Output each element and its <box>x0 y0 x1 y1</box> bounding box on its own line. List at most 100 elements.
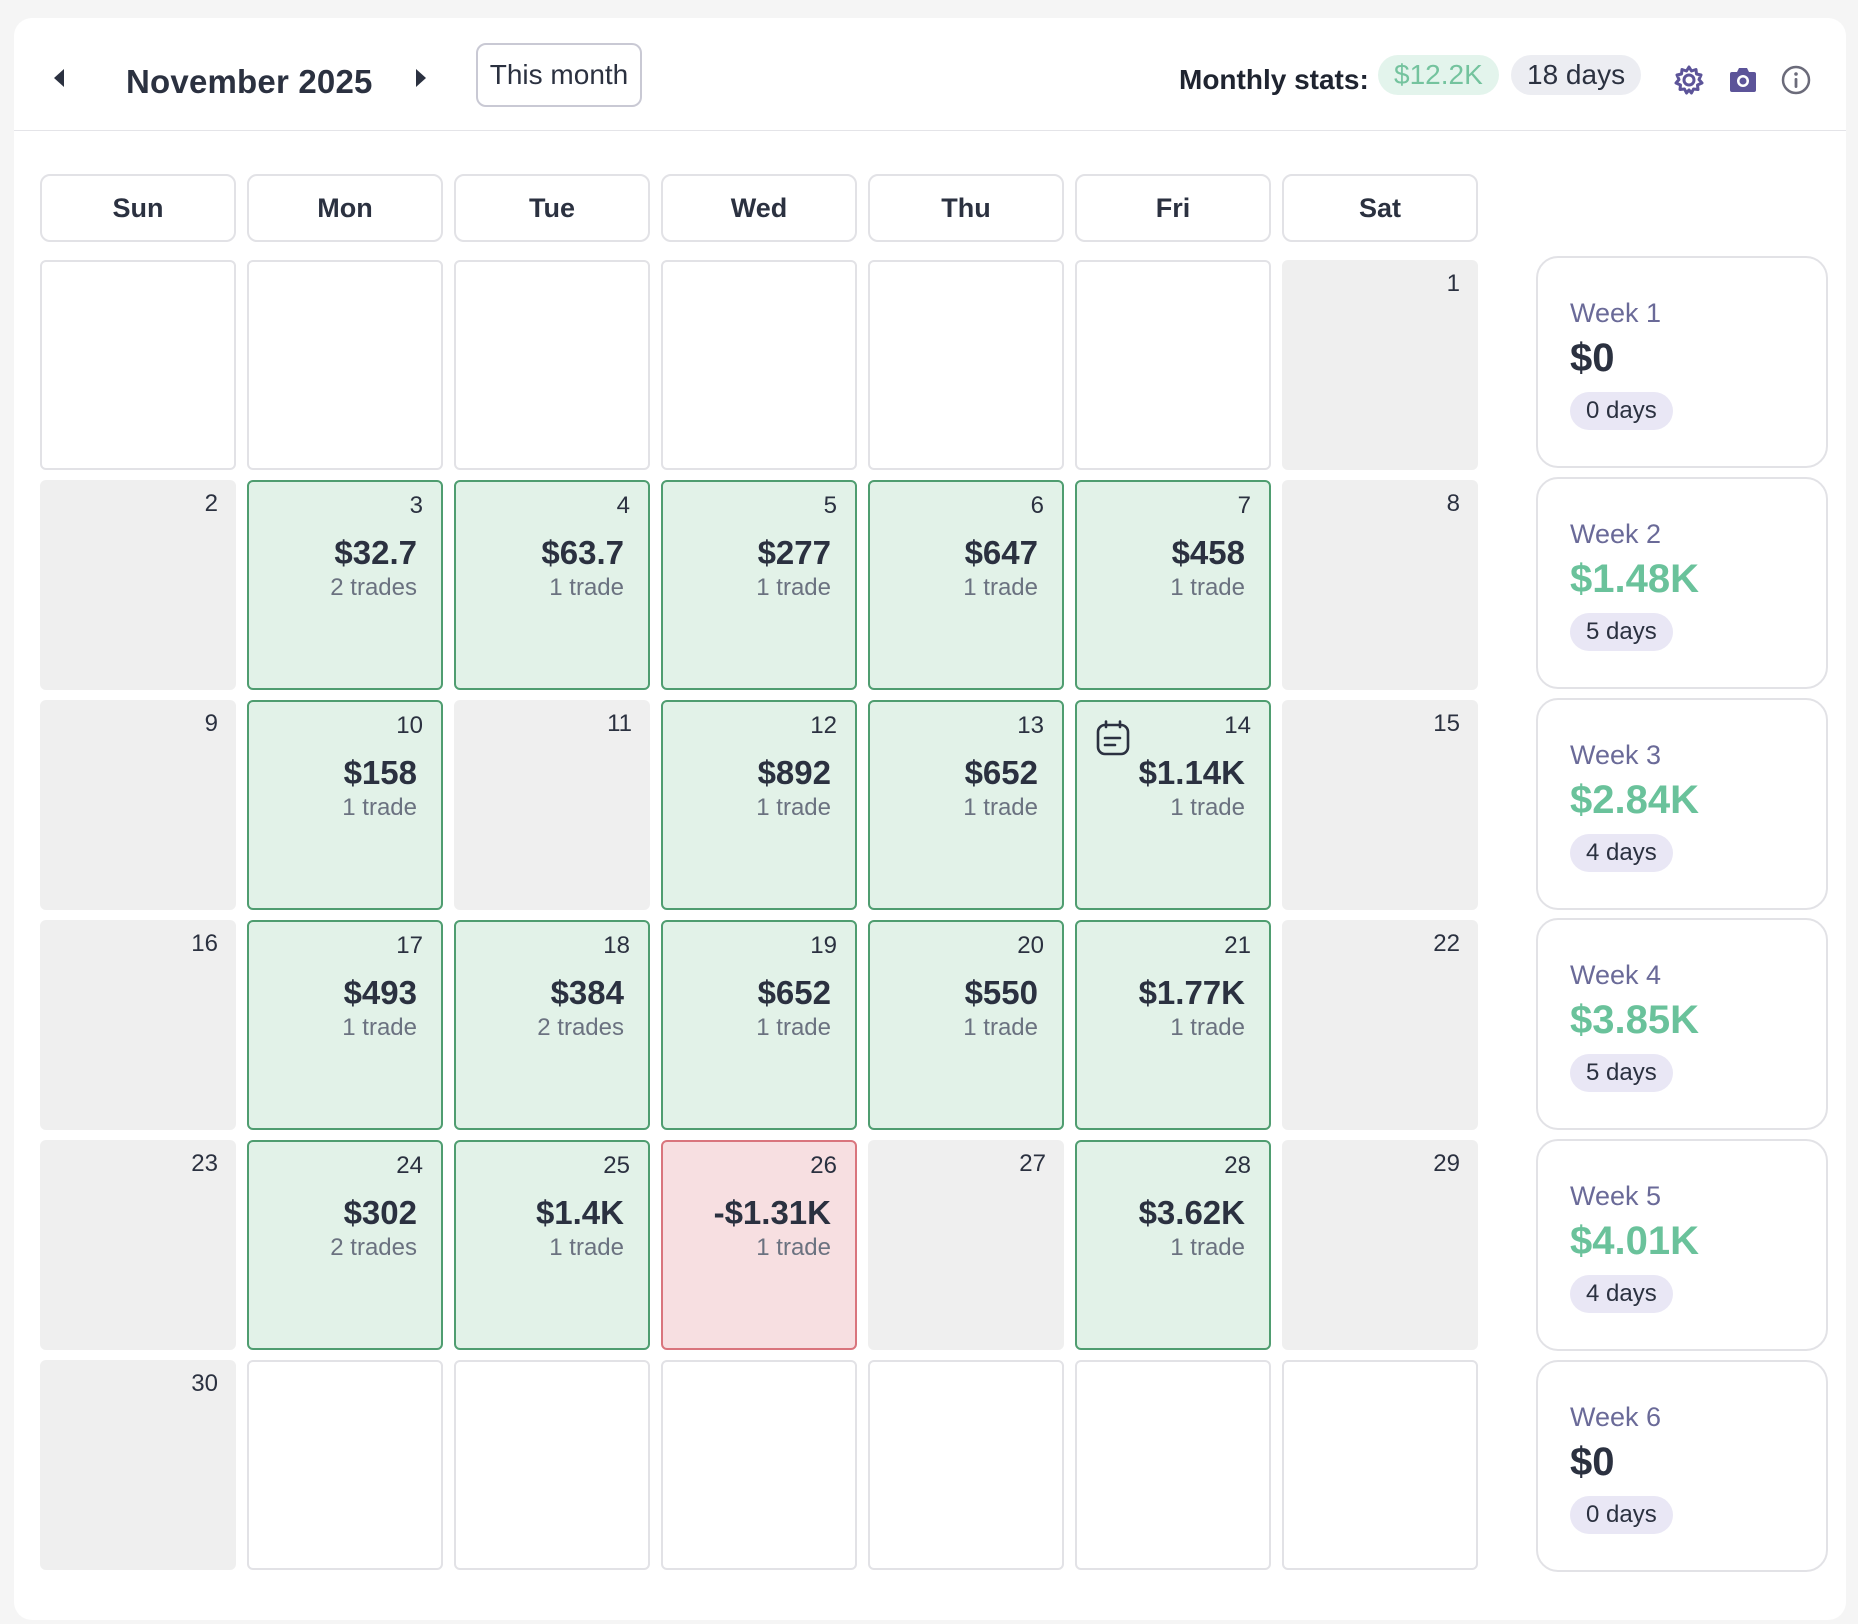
day-cell[interactable]: 28 $3.62K 1 trade <box>1075 1140 1271 1350</box>
day-trade-count: 2 trades <box>330 1234 417 1261</box>
day-cell[interactable]: 4 $63.7 1 trade <box>454 480 650 690</box>
day-cell: 22 <box>1282 920 1478 1130</box>
day-number: 18 <box>603 932 630 959</box>
monthly-days-badge: 18 days <box>1511 55 1642 95</box>
note-icon[interactable] <box>1093 718 1133 758</box>
day-number: 28 <box>1224 1152 1251 1179</box>
day-cell[interactable]: 7 $458 1 trade <box>1075 480 1271 690</box>
day-number: 23 <box>191 1150 218 1177</box>
day-number: 29 <box>1433 1150 1460 1177</box>
day-cell: 15 <box>1282 700 1478 910</box>
week-pnl: $3.85K <box>1570 998 1699 1042</box>
monthly-stats-label: Monthly stats: <box>1179 64 1369 95</box>
next-month-button[interactable] <box>402 62 438 98</box>
day-number: 26 <box>810 1152 837 1179</box>
day-cell: 30 <box>40 1360 236 1570</box>
day-number: 5 <box>823 492 837 519</box>
week-label: Week 3 <box>1570 740 1662 770</box>
day-trade-count: 1 trade <box>756 794 831 821</box>
empty-day-cell <box>1075 1360 1271 1570</box>
empty-day-cell <box>868 1360 1064 1570</box>
day-cell[interactable]: 19 $652 1 trade <box>661 920 857 1130</box>
day-cell[interactable]: 12 $892 1 trade <box>661 700 857 910</box>
empty-day-cell <box>1282 1360 1478 1570</box>
day-trade-count: 1 trade <box>1170 1014 1245 1041</box>
week-summary-card: Week 2 $1.48K 5 days <box>1536 477 1828 689</box>
day-pnl: $1.14K <box>1138 754 1245 791</box>
day-trade-count: 1 trade <box>342 1014 417 1041</box>
gear-icon[interactable] <box>1669 60 1709 100</box>
day-number: 24 <box>396 1152 423 1179</box>
day-pnl: -$1.31K <box>713 1194 831 1231</box>
week-label: Week 2 <box>1570 519 1662 549</box>
day-cell: 23 <box>40 1140 236 1350</box>
week-days-badge: 5 days <box>1570 1054 1673 1092</box>
week-summary-card: Week 1 $0 0 days <box>1536 256 1828 468</box>
day-cell[interactable]: 26 -$1.31K 1 trade <box>661 1140 857 1350</box>
monthly-pnl-badge: $12.2K <box>1378 55 1499 95</box>
day-cell[interactable]: 25 $1.4K 1 trade <box>454 1140 650 1350</box>
day-number: 27 <box>1019 1150 1046 1177</box>
this-month-button[interactable]: This month <box>476 43 642 107</box>
day-number: 1 <box>1446 270 1460 297</box>
day-number: 19 <box>810 932 837 959</box>
week-pnl: $1.48K <box>1570 557 1699 601</box>
day-number: 8 <box>1446 490 1460 517</box>
day-cell[interactable]: 13 $652 1 trade <box>868 700 1064 910</box>
day-number: 7 <box>1237 492 1251 519</box>
weekday-header: Thu <box>868 174 1064 242</box>
week-label: Week 4 <box>1570 960 1662 990</box>
day-pnl: $458 <box>1171 534 1245 571</box>
prev-month-button[interactable] <box>42 62 78 98</box>
day-cell[interactable]: 14 $1.14K 1 trade <box>1075 700 1271 910</box>
day-trade-count: 1 trade <box>1170 1234 1245 1261</box>
day-cell[interactable]: 5 $277 1 trade <box>661 480 857 690</box>
day-pnl: $158 <box>343 754 417 791</box>
day-number: 16 <box>191 930 218 957</box>
day-cell[interactable]: 3 $32.7 2 trades <box>247 480 443 690</box>
day-number: 25 <box>603 1152 630 1179</box>
day-trade-count: 1 trade <box>1170 574 1245 601</box>
empty-day-cell <box>661 260 857 470</box>
day-pnl: $32.7 <box>334 534 417 571</box>
day-pnl: $550 <box>964 974 1038 1011</box>
week-summary-card: Week 5 $4.01K 4 days <box>1536 1139 1828 1351</box>
day-number: 4 <box>616 492 630 519</box>
day-cell[interactable]: 20 $550 1 trade <box>868 920 1064 1130</box>
day-cell: 11 <box>454 700 650 910</box>
week-pnl: $2.84K <box>1570 778 1699 822</box>
empty-day-cell <box>868 260 1064 470</box>
day-number: 13 <box>1017 712 1044 739</box>
day-cell[interactable]: 24 $302 2 trades <box>247 1140 443 1350</box>
day-trade-count: 1 trade <box>963 794 1038 821</box>
day-trade-count: 1 trade <box>342 794 417 821</box>
empty-day-cell <box>1075 260 1271 470</box>
day-cell[interactable]: 17 $493 1 trade <box>247 920 443 1130</box>
weekday-header: Mon <box>247 174 443 242</box>
empty-day-cell <box>454 260 650 470</box>
info-icon[interactable] <box>1776 60 1816 100</box>
day-trade-count: 2 trades <box>537 1014 624 1041</box>
day-number: 12 <box>810 712 837 739</box>
day-number: 6 <box>1030 492 1044 519</box>
day-trade-count: 1 trade <box>963 574 1038 601</box>
day-pnl: $302 <box>343 1194 417 1231</box>
day-cell[interactable]: 21 $1.77K 1 trade <box>1075 920 1271 1130</box>
day-pnl: $647 <box>964 534 1038 571</box>
day-number: 11 <box>607 710 632 737</box>
weekday-header: Tue <box>454 174 650 242</box>
month-title: November 2025 <box>126 63 373 100</box>
week-pnl: $0 <box>1570 1440 1615 1484</box>
day-cell[interactable]: 18 $384 2 trades <box>454 920 650 1130</box>
day-trade-count: 1 trade <box>756 1234 831 1261</box>
day-cell[interactable]: 6 $647 1 trade <box>868 480 1064 690</box>
camera-icon[interactable] <box>1723 60 1763 100</box>
empty-day-cell <box>661 1360 857 1570</box>
weekday-header: Wed <box>661 174 857 242</box>
day-cell[interactable]: 10 $158 1 trade <box>247 700 443 910</box>
day-cell: 9 <box>40 700 236 910</box>
day-number: 22 <box>1433 930 1460 957</box>
calendar-card: November 2025 This month Monthly stats: … <box>14 18 1846 1620</box>
day-number: 3 <box>409 492 423 519</box>
day-pnl: $892 <box>757 754 831 791</box>
